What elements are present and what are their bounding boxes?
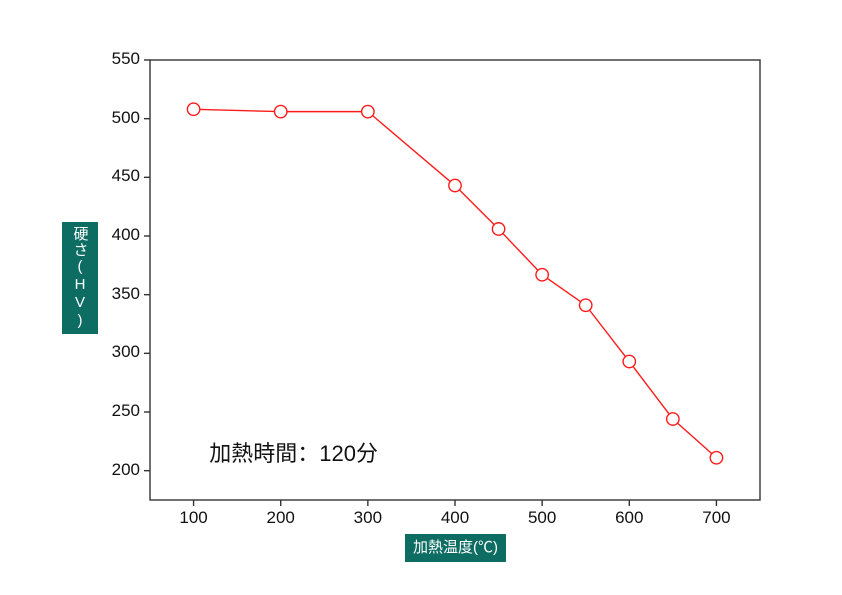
y-tick-label: 450 <box>112 166 140 186</box>
chart-container: 硬さ(HV) 加熱温度(℃) 加熱時間：120分 100 200 300 400 500… <box>0 0 842 595</box>
y-axis-label: 硬さ(HV) <box>62 222 98 334</box>
y-tick-label: 300 <box>112 342 140 362</box>
y-tick-label: 350 <box>112 284 140 304</box>
x-tick-label: 100 <box>176 508 212 528</box>
x-tick-label: 500 <box>524 508 560 528</box>
y-tick-label: 200 <box>112 460 140 480</box>
x-tick-label: 400 <box>437 508 473 528</box>
y-tick-label: 250 <box>112 401 140 421</box>
y-tick-label: 500 <box>112 108 140 128</box>
x-axis-label: 加熱温度(℃) <box>405 534 506 562</box>
x-tick-label: 600 <box>611 508 647 528</box>
annotation-text: 加熱時間：120分 <box>209 436 378 468</box>
y-tick-label: 400 <box>112 225 140 245</box>
x-tick-label: 700 <box>698 508 734 528</box>
x-tick-label: 300 <box>350 508 386 528</box>
x-tick-label: 200 <box>263 508 299 528</box>
y-tick-label: 550 <box>112 49 140 69</box>
